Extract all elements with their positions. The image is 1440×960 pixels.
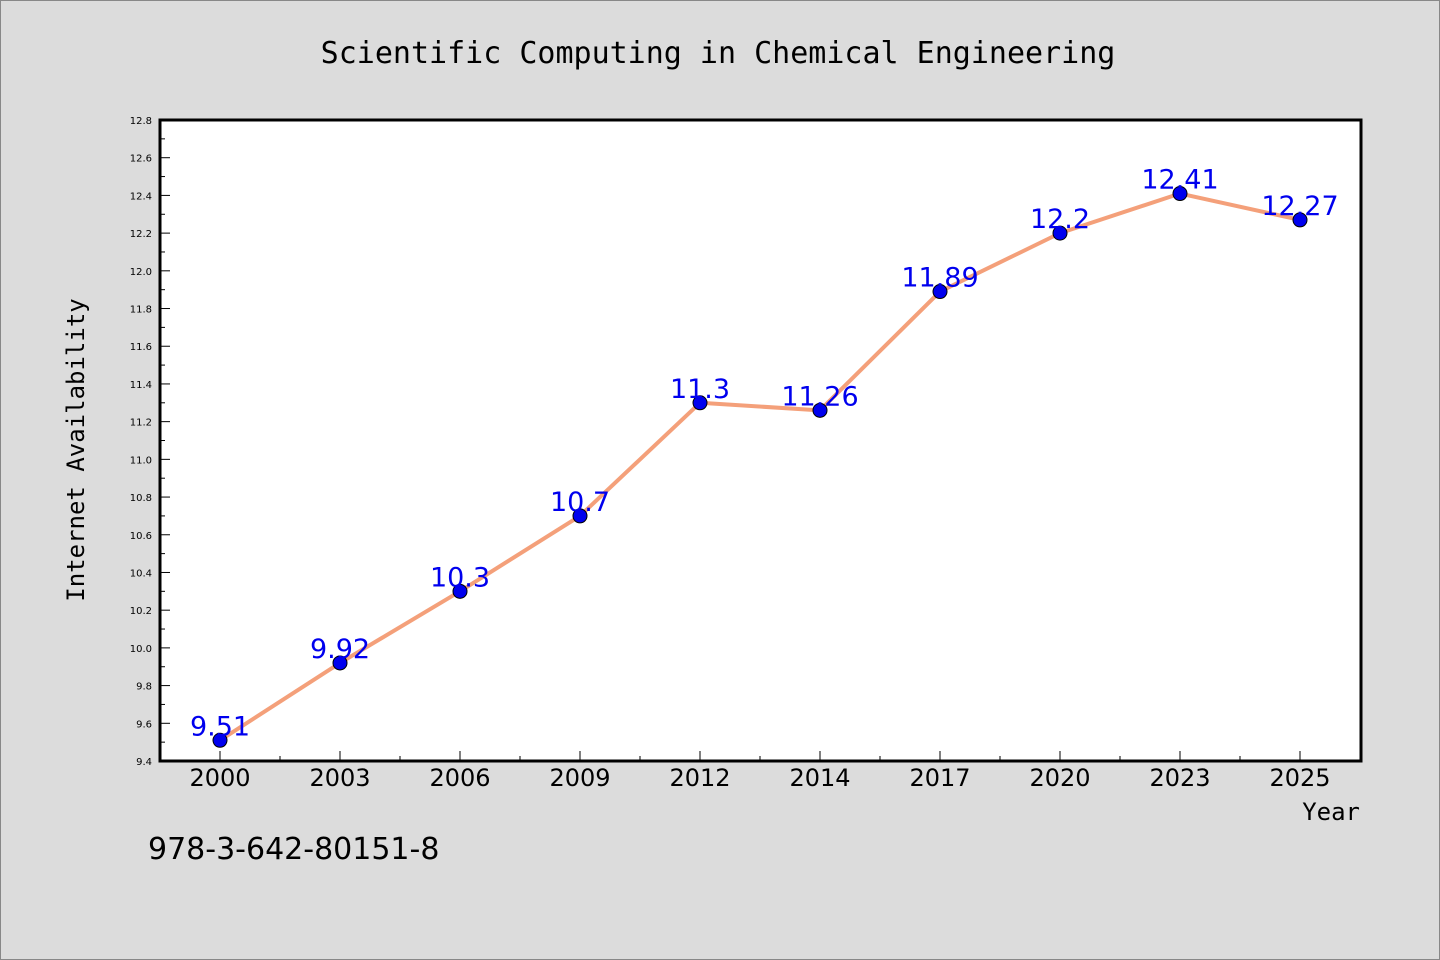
y-tick-label: 10.8 <box>130 493 152 504</box>
y-tick-label: 12.0 <box>130 267 152 278</box>
data-point <box>1052 225 1068 241</box>
y-tick-label: 10.0 <box>130 644 152 655</box>
x-tick-label: 2000 <box>189 764 250 792</box>
series-line <box>218 191 1302 743</box>
x-tick-label: 2006 <box>429 764 490 792</box>
data-label: 9.51 <box>190 711 250 742</box>
y-tick-label: 11.0 <box>130 455 152 466</box>
y-axis: 9.4 9.6 9.8 10.0 10.2 10.4 10.6 10.8 11.0 11.2 11.… <box>130 116 170 768</box>
data-label: 10.3 <box>430 562 490 593</box>
x-tick-label: 2009 <box>549 764 610 792</box>
x-tick-label: 2017 <box>909 764 970 792</box>
data-label: 12.2 <box>1030 204 1090 235</box>
data-label: 11.3 <box>670 374 730 405</box>
x-tick-label: 2014 <box>789 764 850 792</box>
isbn-text: 978-3-642-80151-8 <box>148 832 440 867</box>
data-point <box>692 395 708 411</box>
y-tick-label: 11.6 <box>130 342 152 353</box>
data-label: 12.27 <box>1261 191 1338 222</box>
y-tick-label: 9.4 <box>136 757 152 768</box>
data-label: 11.89 <box>901 263 978 294</box>
x-tick-label: 2020 <box>1029 764 1090 792</box>
y-tick-label: 9.6 <box>136 719 152 730</box>
y-tick-label: 11.4 <box>130 380 152 391</box>
data-label: 12.41 <box>1141 165 1218 196</box>
y-tick-label: 10.4 <box>130 568 152 579</box>
y-tick-label: 12.6 <box>130 154 152 165</box>
data-point <box>572 508 588 524</box>
y-tick-label: 11.8 <box>130 305 152 316</box>
data-label: 11.26 <box>781 381 858 412</box>
data-point <box>212 732 228 748</box>
y-tick-label: 10.2 <box>130 606 152 617</box>
chart-title: Scientific Computing in Chemical Enginee… <box>321 36 1116 71</box>
series-layer: 9.51 9.92 10.3 10.7 11.3 11.26 11.89 12.2 12.41 1… <box>190 165 1339 748</box>
x-tick-label: 2003 <box>309 764 370 792</box>
plot-area <box>158 118 1363 763</box>
x-axis-label: Year <box>1302 798 1360 826</box>
data-point <box>1292 212 1308 228</box>
y-axis-label: Internet Availability <box>62 298 90 601</box>
data-point <box>452 583 468 599</box>
data-label: 9.92 <box>310 634 370 665</box>
y-tick-label: 10.6 <box>130 531 152 542</box>
y-tick-label: 12.8 <box>130 116 152 127</box>
data-point <box>1172 186 1188 202</box>
y-tick-label: 12.4 <box>130 191 152 202</box>
data-point <box>332 655 348 671</box>
y-tick-label: 12.2 <box>130 229 152 240</box>
data-point <box>812 402 828 418</box>
y-tick-label: 9.8 <box>136 682 152 693</box>
x-axis: 2000 2003 2006 2009 2012 2014 2017 2020 2023 2025 <box>189 751 1331 792</box>
x-tick-label: 2025 <box>1269 764 1330 792</box>
x-tick-label: 2012 <box>669 764 730 792</box>
x-tick-label: 2023 <box>1149 764 1210 792</box>
data-point <box>932 284 948 300</box>
data-label: 10.7 <box>550 487 610 518</box>
y-tick-label: 11.2 <box>130 418 152 429</box>
